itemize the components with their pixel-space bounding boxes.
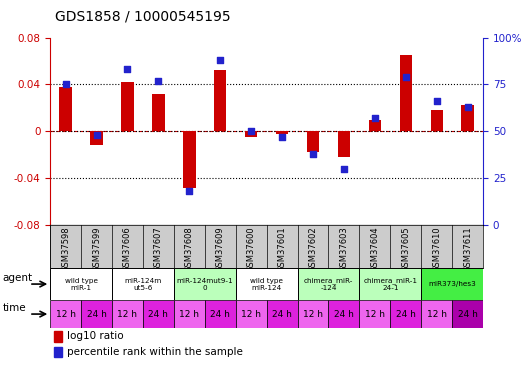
Bar bbox=[338, 131, 350, 157]
Bar bbox=[452, 300, 483, 328]
Point bbox=[340, 166, 348, 172]
Bar bbox=[60, 87, 72, 131]
Bar bbox=[183, 131, 195, 188]
Text: 12 h: 12 h bbox=[365, 310, 385, 319]
Bar bbox=[298, 300, 328, 328]
Text: wild type
miR-1: wild type miR-1 bbox=[64, 278, 98, 291]
Text: miR373/hes3: miR373/hes3 bbox=[428, 281, 476, 287]
Bar bbox=[276, 131, 288, 134]
Bar bbox=[307, 131, 319, 152]
Text: 12 h: 12 h bbox=[241, 310, 261, 319]
Point bbox=[278, 134, 286, 140]
Bar bbox=[54, 332, 62, 342]
Bar bbox=[112, 268, 174, 300]
Bar bbox=[267, 300, 298, 328]
Text: log10 ratio: log10 ratio bbox=[67, 332, 123, 341]
Point bbox=[92, 132, 101, 138]
Text: GSM37603: GSM37603 bbox=[340, 226, 348, 272]
Text: 12 h: 12 h bbox=[117, 310, 137, 319]
Bar bbox=[81, 300, 112, 328]
Text: 12 h: 12 h bbox=[427, 310, 447, 319]
Text: 12 h: 12 h bbox=[303, 310, 323, 319]
Bar bbox=[112, 300, 143, 328]
Bar bbox=[50, 268, 112, 300]
Text: chimera_miR-
-124: chimera_miR- -124 bbox=[304, 277, 353, 291]
Bar bbox=[421, 268, 483, 300]
Text: 24 h: 24 h bbox=[334, 310, 354, 319]
Bar bbox=[360, 268, 421, 300]
Point bbox=[61, 81, 70, 87]
Text: 24 h: 24 h bbox=[272, 310, 292, 319]
Bar bbox=[298, 268, 360, 300]
Text: GSM37607: GSM37607 bbox=[154, 226, 163, 272]
Bar bbox=[205, 300, 235, 328]
Bar bbox=[50, 300, 81, 328]
Text: GSM37599: GSM37599 bbox=[92, 226, 101, 272]
Bar bbox=[152, 94, 165, 131]
Point bbox=[123, 66, 131, 72]
Text: GSM37605: GSM37605 bbox=[401, 226, 410, 272]
Bar bbox=[430, 110, 443, 131]
Point bbox=[154, 78, 163, 84]
Text: miR-124mut9-1
0: miR-124mut9-1 0 bbox=[176, 278, 233, 291]
Text: 24 h: 24 h bbox=[148, 310, 168, 319]
Text: 24 h: 24 h bbox=[210, 310, 230, 319]
Text: GSM37602: GSM37602 bbox=[308, 226, 317, 272]
Point bbox=[402, 74, 410, 80]
Point bbox=[309, 151, 317, 157]
Bar bbox=[390, 300, 421, 328]
Bar bbox=[421, 300, 452, 328]
Bar bbox=[214, 70, 227, 131]
Text: time: time bbox=[3, 303, 26, 313]
Bar bbox=[174, 300, 205, 328]
Text: chimera_miR-1
24-1: chimera_miR-1 24-1 bbox=[363, 277, 417, 291]
Point bbox=[185, 188, 194, 194]
Text: GSM37600: GSM37600 bbox=[247, 226, 256, 272]
Text: 24 h: 24 h bbox=[87, 310, 107, 319]
Point bbox=[464, 104, 472, 110]
Text: GSM37598: GSM37598 bbox=[61, 226, 70, 272]
Bar bbox=[235, 300, 267, 328]
Text: GSM37604: GSM37604 bbox=[370, 226, 380, 272]
Bar bbox=[328, 300, 360, 328]
Text: 12 h: 12 h bbox=[180, 310, 200, 319]
Text: 12 h: 12 h bbox=[55, 310, 76, 319]
Bar bbox=[143, 300, 174, 328]
Text: GSM37608: GSM37608 bbox=[185, 226, 194, 272]
Text: GSM37609: GSM37609 bbox=[216, 226, 225, 272]
Bar bbox=[461, 105, 474, 131]
Point bbox=[432, 98, 441, 104]
Bar bbox=[90, 131, 103, 146]
Text: miR-124m
ut5-6: miR-124m ut5-6 bbox=[124, 278, 162, 291]
Text: GSM37611: GSM37611 bbox=[463, 226, 472, 272]
Text: GSM37601: GSM37601 bbox=[278, 226, 287, 272]
Bar bbox=[54, 346, 62, 357]
Text: agent: agent bbox=[3, 273, 33, 283]
Bar bbox=[400, 55, 412, 131]
Bar bbox=[174, 268, 235, 300]
Text: 24 h: 24 h bbox=[458, 310, 478, 319]
Bar bbox=[369, 120, 381, 131]
Text: GDS1858 / 10000545195: GDS1858 / 10000545195 bbox=[55, 9, 231, 23]
Text: GSM37606: GSM37606 bbox=[123, 226, 132, 272]
Point bbox=[247, 128, 256, 134]
Bar bbox=[235, 268, 298, 300]
Text: GSM37610: GSM37610 bbox=[432, 226, 441, 272]
Point bbox=[371, 115, 379, 121]
Bar bbox=[360, 300, 390, 328]
Point bbox=[216, 57, 224, 63]
Text: 24 h: 24 h bbox=[396, 310, 416, 319]
Bar bbox=[245, 131, 257, 137]
Text: percentile rank within the sample: percentile rank within the sample bbox=[67, 347, 242, 357]
Bar bbox=[121, 82, 134, 131]
Text: wild type
miR-124: wild type miR-124 bbox=[250, 278, 283, 291]
